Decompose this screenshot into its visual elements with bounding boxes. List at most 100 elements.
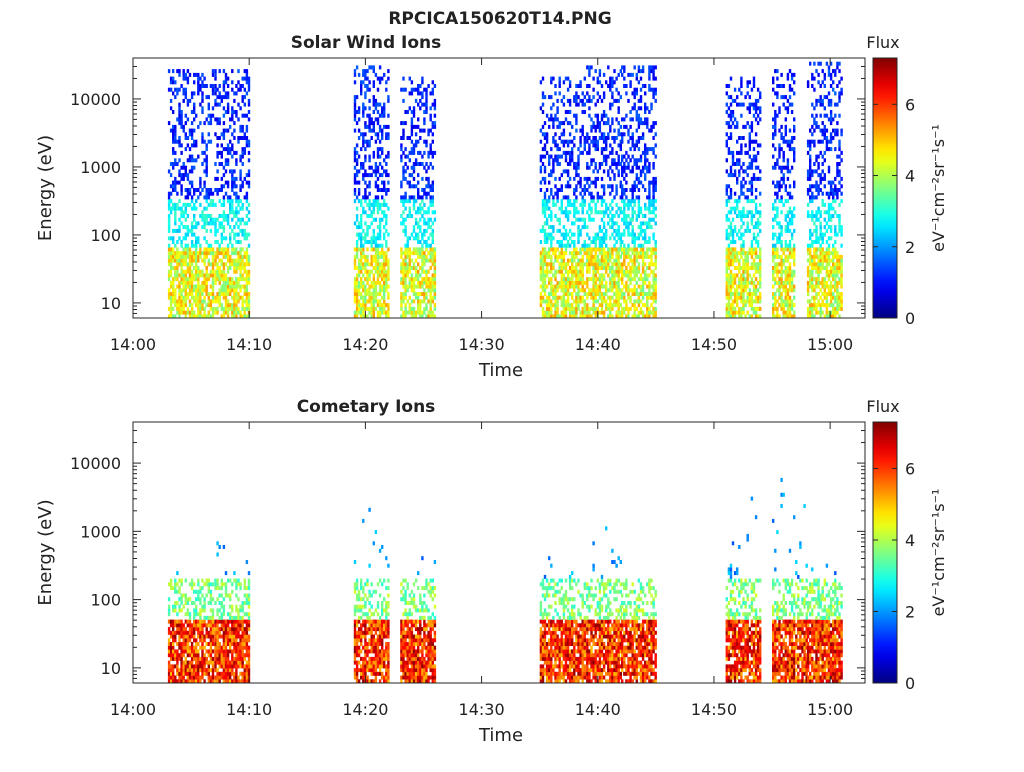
flux-cell — [788, 240, 792, 244]
flux-cell — [243, 284, 246, 289]
flux-cell — [539, 277, 543, 282]
flux-cell — [402, 87, 405, 92]
flux-cell — [780, 292, 783, 296]
flux-cell — [218, 288, 221, 293]
flux-cell — [385, 314, 388, 319]
flux-cell — [229, 202, 232, 207]
flux-cell — [404, 266, 407, 270]
flux-cell — [427, 225, 430, 230]
flux-cell — [592, 266, 595, 270]
flux-cell — [427, 258, 430, 263]
flux-cell — [652, 184, 655, 189]
flux-cell — [731, 292, 735, 296]
flux-cell — [545, 221, 549, 226]
flux-cell — [423, 254, 426, 259]
flux-cell — [205, 247, 208, 252]
flux-cell — [362, 273, 365, 278]
flux-cell — [613, 80, 616, 85]
flux-cell — [239, 106, 242, 111]
flux-cell — [592, 195, 595, 200]
flux-cell — [772, 303, 775, 308]
flux-cell — [229, 303, 232, 308]
flux-cell — [404, 314, 407, 319]
flux-cell — [583, 136, 586, 140]
flux-cell — [579, 288, 582, 293]
flux-cell — [564, 262, 568, 267]
flux-cell — [581, 98, 584, 103]
flux-cell — [182, 236, 185, 241]
flux-cell — [776, 306, 779, 311]
flux-cell — [581, 284, 584, 289]
flux-cell — [360, 240, 363, 244]
flux-cell — [545, 251, 549, 256]
flux-cell — [744, 95, 747, 100]
flux-cell — [621, 306, 624, 311]
flux-cell — [172, 188, 175, 192]
flux-cell — [364, 295, 367, 300]
flux-cell — [205, 154, 208, 159]
flux-cell — [588, 98, 591, 103]
flux-cell — [370, 303, 373, 308]
flux-cell — [786, 273, 790, 278]
flux-cell — [562, 254, 566, 259]
flux-cell — [378, 232, 382, 237]
flux-cell — [387, 188, 390, 192]
flux-cell — [376, 117, 380, 122]
flux-cell — [233, 136, 236, 140]
flux-cell — [629, 273, 632, 278]
flux-cell — [738, 262, 741, 267]
flux-cell — [419, 273, 422, 278]
flux-cell — [360, 284, 363, 289]
flux-cell — [733, 199, 737, 204]
flux-cell — [788, 217, 792, 222]
flux-cell — [609, 306, 612, 311]
flux-cell — [586, 262, 589, 267]
flux-cell — [421, 199, 424, 204]
flux-cell — [243, 113, 246, 118]
flux-cell — [548, 173, 551, 178]
flux-cell — [201, 84, 204, 88]
flux-cell — [414, 158, 418, 163]
flux-cell — [417, 188, 420, 192]
flux-cell — [184, 292, 187, 296]
flux-cell — [740, 91, 743, 96]
flux-cell — [193, 266, 196, 270]
flux-cell — [429, 143, 432, 148]
flux-cell — [621, 273, 624, 278]
flux-cell — [366, 232, 369, 237]
flux-cell — [174, 221, 177, 226]
flux-cell — [573, 266, 576, 270]
flux-cell — [554, 154, 557, 159]
flux-cell — [627, 225, 630, 230]
flux-cell — [180, 113, 183, 118]
flux-cell — [786, 139, 790, 144]
flux-cell — [539, 262, 543, 267]
flux-cell — [247, 98, 251, 103]
flux-cell — [421, 128, 424, 133]
flux-cell — [545, 188, 549, 192]
flux-cell — [644, 240, 647, 244]
flux-cell — [372, 288, 375, 293]
flux-cell — [421, 292, 424, 296]
flux-cell — [729, 277, 733, 282]
flux-cell — [195, 303, 198, 308]
flux-cell — [182, 165, 185, 170]
flux-cell — [360, 262, 363, 267]
flux-cell — [590, 258, 593, 263]
flux-cell — [633, 162, 636, 166]
flux-cell — [197, 91, 200, 96]
flux-cell — [216, 262, 219, 267]
flux-cell — [600, 117, 604, 122]
flux-cell — [419, 310, 422, 315]
flux-cell — [598, 225, 602, 230]
flux-cell — [216, 240, 219, 244]
flux-cell — [541, 273, 545, 278]
flux-cell — [427, 299, 430, 304]
flux-cell — [366, 292, 369, 296]
flux-cell — [541, 277, 545, 282]
flux-cell — [429, 266, 432, 270]
flux-cell — [243, 221, 246, 226]
flux-cell — [355, 110, 359, 114]
flux-cell — [190, 240, 194, 244]
flux-cell — [759, 169, 762, 174]
